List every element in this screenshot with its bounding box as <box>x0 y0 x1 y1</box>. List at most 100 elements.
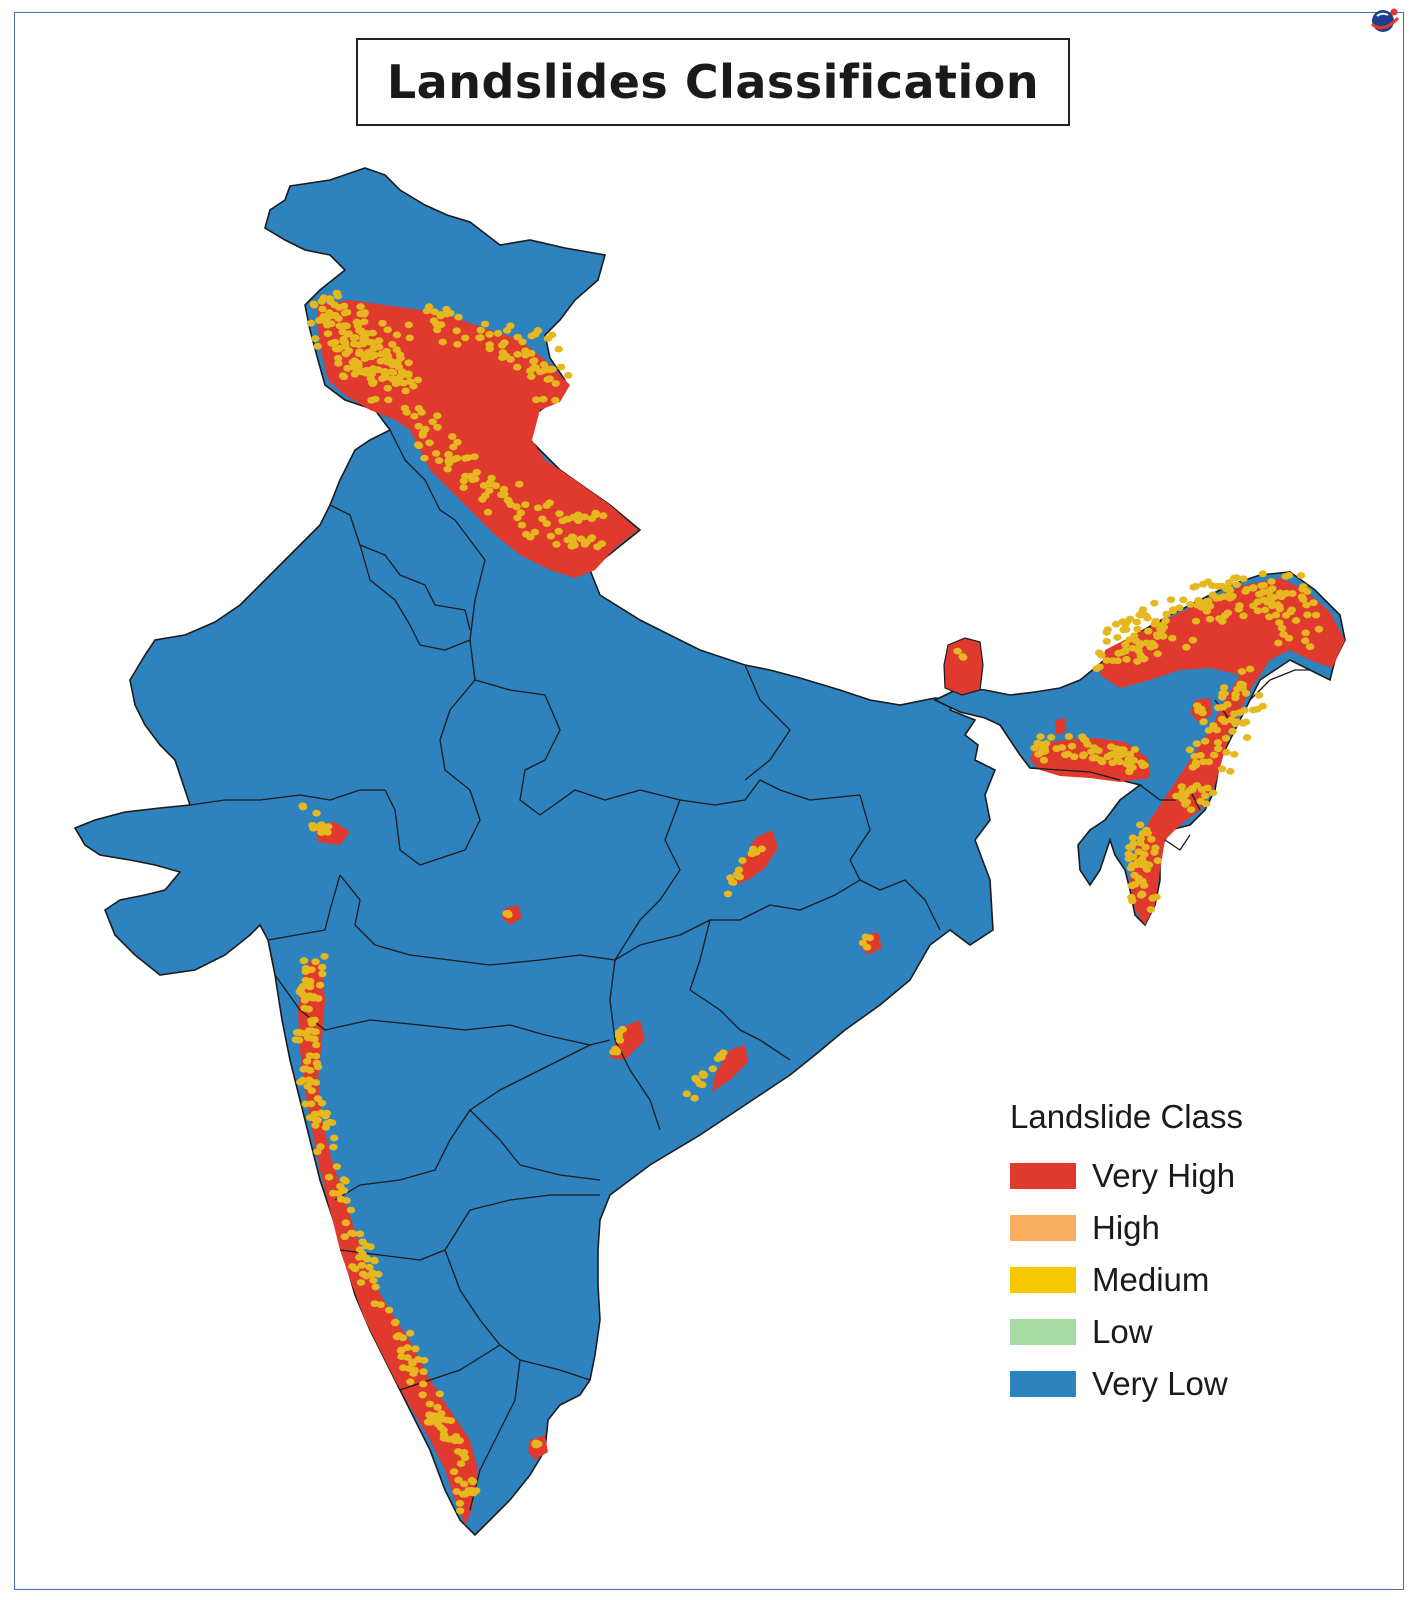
medium-dot <box>351 1265 360 1273</box>
medium-dot <box>456 1507 465 1515</box>
legend-item-high: High <box>1010 1202 1330 1254</box>
medium-dot <box>1121 647 1130 655</box>
medium-dot <box>1122 626 1131 633</box>
medium-dot <box>384 1306 394 1314</box>
medium-dot <box>304 1005 313 1013</box>
medium-dot <box>1281 612 1291 619</box>
medium-dot <box>310 1035 319 1043</box>
legend-swatch-very-low <box>1010 1371 1076 1397</box>
medium-dot <box>449 1468 459 1476</box>
page-frame <box>14 12 1404 1590</box>
medium-dot <box>454 313 463 321</box>
medium-dot <box>539 395 548 403</box>
medium-dot <box>342 322 351 330</box>
medium-dot <box>389 369 398 376</box>
medium-dot <box>1036 733 1045 740</box>
medium-dot <box>346 1206 356 1214</box>
medium-dot <box>609 1048 618 1056</box>
medium-dot <box>1118 618 1127 625</box>
medium-dot <box>747 850 756 858</box>
medium-dot <box>1274 639 1283 647</box>
medium-dot <box>307 1017 316 1024</box>
medium-dot <box>306 1114 315 1121</box>
medium-dot <box>480 320 490 328</box>
medium-dot <box>552 540 561 548</box>
medium-dot <box>485 330 494 338</box>
medium-dot <box>318 970 327 978</box>
medium-dot <box>1218 693 1227 701</box>
medium-dot <box>1237 668 1247 675</box>
legend-swatch-low <box>1010 1319 1076 1345</box>
legend-label: Low <box>1092 1313 1153 1350</box>
medium-dot <box>420 1357 429 1364</box>
medium-dot <box>406 1378 415 1386</box>
medium-dot <box>472 468 481 476</box>
medium-dot <box>369 345 378 352</box>
medium-dot <box>428 418 437 426</box>
medium-dot <box>475 334 484 342</box>
medium-dot <box>1125 843 1134 851</box>
medium-dot <box>1142 612 1151 620</box>
medium-dot <box>357 1261 366 1269</box>
medium-dot <box>312 1041 321 1049</box>
medium-dot <box>1242 734 1252 741</box>
medium-dot <box>452 1488 461 1495</box>
legend-title: Landslide Class <box>1010 1098 1243 1135</box>
medium-dot <box>734 866 744 874</box>
medium-dot <box>1090 744 1099 752</box>
medium-dot <box>545 375 554 383</box>
medium-dot <box>296 1078 305 1086</box>
medium-dot <box>527 349 536 357</box>
medium-dot <box>1177 783 1186 791</box>
medium-dot <box>1239 612 1248 620</box>
medium-dot <box>430 308 439 316</box>
medium-dot <box>1150 848 1159 856</box>
medium-dot <box>414 405 423 412</box>
medium-dot <box>1309 599 1318 607</box>
legend-swatch-very-high <box>1010 1163 1076 1189</box>
medium-dot <box>425 1400 435 1408</box>
medium-dot <box>1138 830 1148 837</box>
medium-dot <box>1303 611 1312 619</box>
medium-dot <box>298 982 308 990</box>
medium-dot <box>370 1257 379 1265</box>
medium-dot <box>757 845 766 853</box>
medium-dot <box>302 1057 312 1065</box>
medium-dot <box>431 1412 440 1420</box>
medium-dot <box>1260 606 1270 614</box>
medium-dot <box>1103 626 1112 633</box>
medium-dot <box>317 297 326 305</box>
medium-dot <box>1208 582 1217 589</box>
medium-dot <box>1257 582 1266 589</box>
medium-dot <box>1192 740 1202 748</box>
medium-dot <box>1182 798 1192 806</box>
medium-dot <box>1279 631 1288 638</box>
medium-dot <box>1152 631 1162 639</box>
medium-dot <box>433 412 442 420</box>
medium-dot <box>1162 610 1171 618</box>
medium-dot <box>1199 758 1208 766</box>
medium-dot <box>438 338 447 346</box>
medium-dot <box>544 365 554 373</box>
legend-label: Very High <box>1092 1157 1236 1194</box>
medium-dot <box>1229 574 1239 582</box>
medium-dot <box>454 1476 463 1484</box>
medium-dot <box>1241 588 1250 595</box>
medium-dot <box>1240 706 1249 714</box>
medium-dot <box>1079 751 1088 759</box>
medium-dot <box>1239 575 1248 583</box>
medium-dot <box>1191 617 1201 625</box>
medium-dot <box>1199 718 1208 726</box>
medium-dot <box>1196 797 1205 805</box>
medium-dot <box>410 412 419 420</box>
medium-dot <box>330 338 340 346</box>
medium-dot <box>1302 601 1311 609</box>
medium-dot <box>323 319 332 326</box>
medium-dot <box>468 1478 478 1486</box>
medium-dot <box>310 301 319 309</box>
medium-dot <box>384 396 393 404</box>
medium-dot <box>401 387 410 395</box>
medium-dot <box>376 1301 385 1308</box>
medium-dot <box>356 1279 366 1286</box>
medium-dot <box>580 513 589 521</box>
